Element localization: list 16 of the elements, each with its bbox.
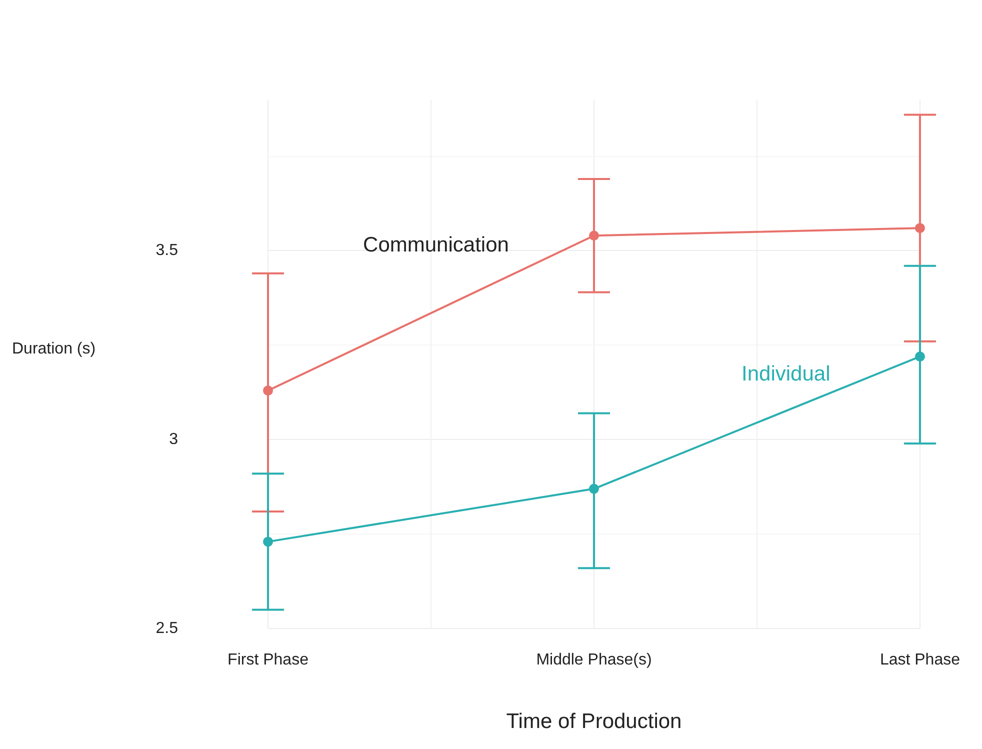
x-tick-label: Last Phase xyxy=(880,652,960,669)
point xyxy=(914,223,925,234)
y-tick-label: 3 xyxy=(169,431,178,448)
point xyxy=(914,352,925,362)
y-tick-label: 3.5 xyxy=(156,242,178,260)
y-axis-title: Duration (s) xyxy=(12,340,96,358)
series-label: Communication xyxy=(363,233,509,256)
point xyxy=(588,230,599,241)
point xyxy=(263,536,273,547)
series-label: Individual xyxy=(742,362,830,386)
x-tick-label: Middle Phase(s) xyxy=(536,652,652,669)
point xyxy=(263,386,273,396)
y-tick-label: 2.5 xyxy=(156,620,178,638)
x-tick-label: First Phase xyxy=(228,652,309,669)
point xyxy=(588,484,599,494)
x-axis-title: Time of Production xyxy=(506,710,682,734)
